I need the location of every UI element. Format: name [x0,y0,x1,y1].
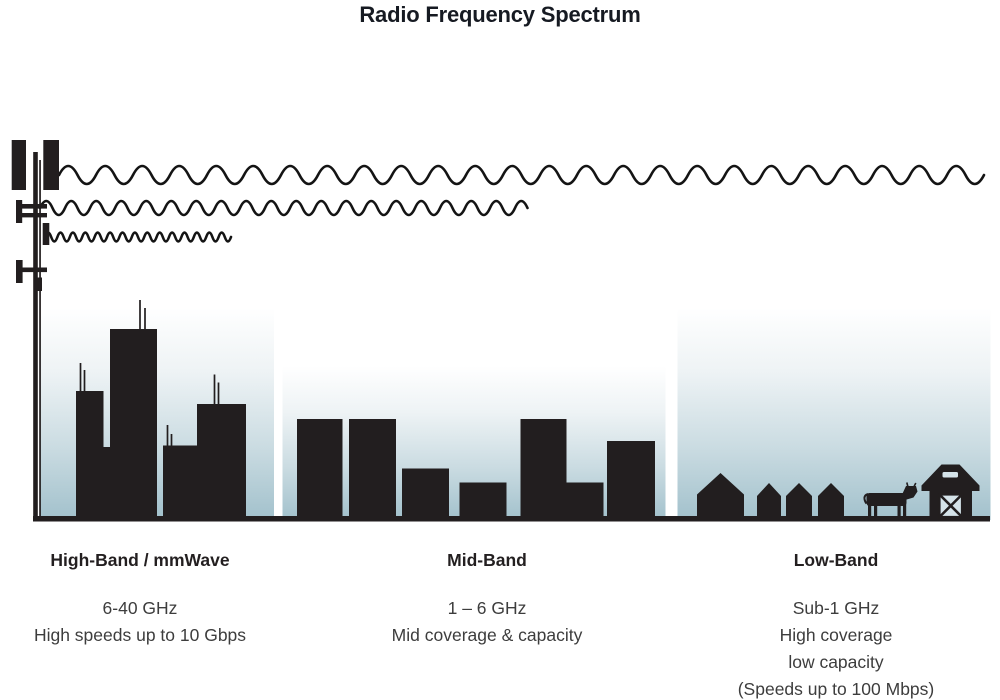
band-frequency-mid: 1 – 6 GHz [447,598,527,618]
band-details-high: 6-40 GHz High speeds up to 10 Gbps [0,595,290,649]
ground-line [33,516,990,522]
band-label-high: High-Band / mmWave [50,550,230,570]
house-icon [697,473,744,520]
barn-icon [921,464,980,520]
band-details-low: Sub-1 GHz High coverage low capacity (Sp… [686,595,986,700]
radio-wave-medium-icon [38,199,529,217]
cow-icon [863,482,918,518]
radio-wave-long-icon [57,164,986,186]
band-label-low: Low-Band [793,550,879,570]
band-coverage-low: High coverage [779,625,893,645]
spectrum-scene [11,140,991,522]
radio-wave-short-icon [43,231,233,243]
houses-cow-barn-icon [697,464,980,520]
band-speed-high: High speeds up to 10 Gbps [33,625,247,645]
band-frequency-low: Sub-1 GHz [792,598,880,618]
house-icon [786,483,812,520]
band-caption-low: Low-Band Sub-1 GHz High coverage low cap… [686,550,986,700]
barn-loft-window [942,472,958,478]
city-skyline-antennas-icon [76,300,246,520]
band-label-mid: Mid-Band [447,550,527,570]
band-speed-low: (Speeds up to 100 Mbps) [737,679,935,699]
midrise-buildings-icon [297,419,655,520]
band-capacity-low: low capacity [788,652,884,672]
rooftop-antennas-icon [79,300,220,446]
page-title: Radio Frequency Spectrum [359,2,641,27]
band-caption-mid: Mid-Band 1 – 6 GHz Mid coverage & capaci… [337,550,637,649]
house-icon [818,483,844,520]
radio-waves [38,164,986,243]
band-details-mid: 1 – 6 GHz Mid coverage & capacity [337,595,637,649]
houses-icon [697,473,844,520]
house-icon [757,483,781,520]
barn-door [938,493,964,519]
cell-tower-icon [11,140,59,521]
band-coverage-mid: Mid coverage & capacity [391,625,583,645]
band-frequency-high: 6-40 GHz [102,598,178,618]
band-caption-high: High-Band / mmWave 6-40 GHz High speeds … [0,550,290,649]
